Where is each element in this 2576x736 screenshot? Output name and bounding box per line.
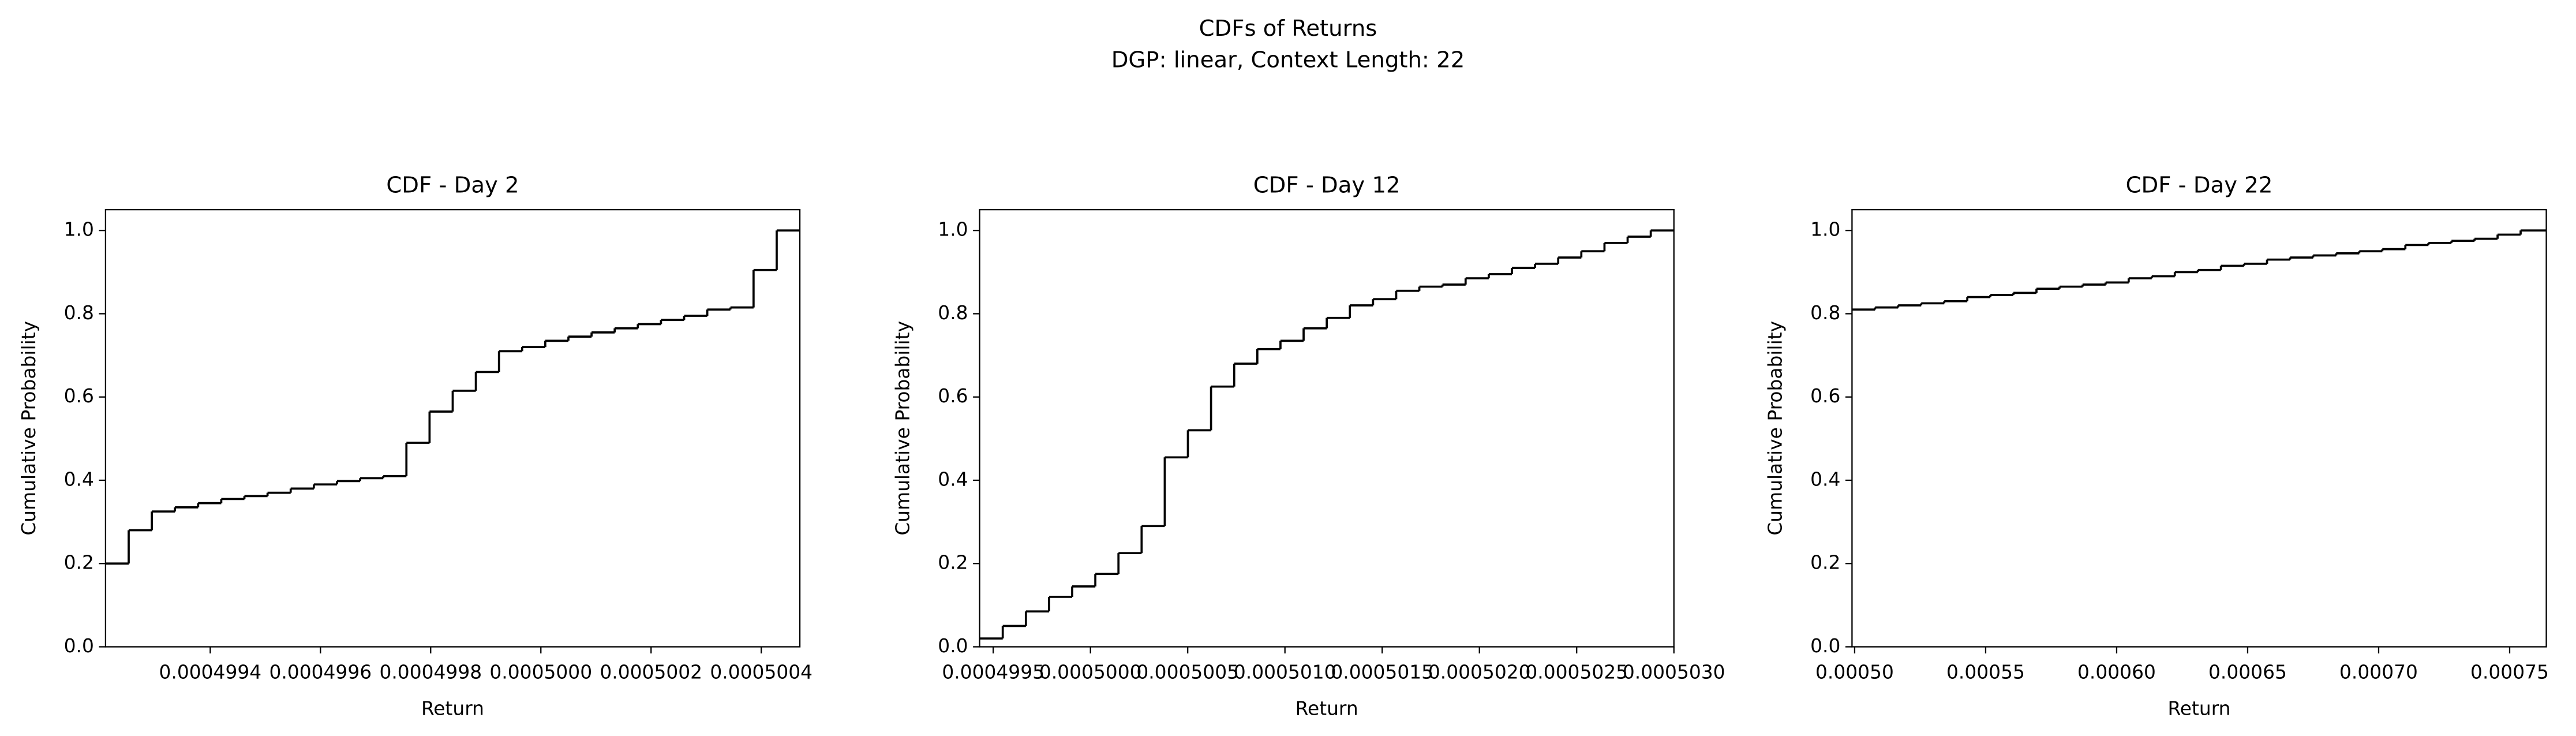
x-axis-label: Return (421, 697, 484, 720)
x-tick-label: 0.0005030 (1623, 661, 1725, 683)
y-tick-label: 0.8 (938, 301, 968, 324)
y-axis-label: Cumulative Probability (1763, 321, 1786, 536)
x-tick-label: 0.00060 (2077, 661, 2156, 683)
x-tick-label: 0.00075 (2470, 661, 2549, 683)
x-tick-label: 0.00070 (2339, 661, 2418, 683)
x-tick-label: 0.0005005 (1136, 661, 1239, 683)
y-tick-label: 0.0 (64, 634, 94, 657)
y-tick-label: 1.0 (1810, 218, 1840, 241)
y-tick-label: 0.6 (64, 384, 94, 407)
y-tick-label: 0.4 (64, 468, 94, 490)
y-tick-label: 0.2 (64, 551, 94, 574)
y-tick-label: 0.8 (64, 301, 94, 324)
x-tick-label: 0.0005002 (600, 661, 702, 683)
y-axis-label: Cumulative Probability (892, 321, 914, 536)
y-tick-label: 0.4 (938, 468, 968, 490)
y-tick-label: 0.0 (938, 634, 968, 657)
x-tick-label: 0.0005000 (489, 661, 592, 683)
y-tick-label: 0.6 (938, 384, 968, 407)
x-tick-label: 0.0005025 (1525, 661, 1628, 683)
x-tick-label: 0.00055 (1946, 661, 2025, 683)
y-tick-label: 0.6 (1810, 384, 1840, 407)
x-axis-label: Return (1296, 697, 1358, 720)
axes-title: CDF - Day 2 (386, 173, 519, 199)
axes-frame (1851, 209, 2547, 648)
y-tick-label: 1.0 (64, 218, 94, 241)
x-tick-label: 0.0004995 (942, 661, 1044, 683)
y-tick-label: 0.2 (938, 551, 968, 574)
y-tick-label: 0.4 (1810, 468, 1840, 490)
x-tick-label: 0.00065 (2208, 661, 2287, 683)
x-tick-label: 0.0005000 (1039, 661, 1142, 683)
axes-frame (104, 209, 801, 648)
figure-subtitle: DGP: linear, Context Length: 22 (1111, 47, 1465, 73)
y-tick-label: 1.0 (938, 218, 968, 241)
y-tick-label: 0.0 (1810, 634, 1840, 657)
x-tick-label: 0.0004998 (379, 661, 482, 683)
y-axis-label: Cumulative Probability (17, 321, 40, 536)
x-tick-label: 0.0004996 (269, 661, 372, 683)
axes-frame (979, 209, 1675, 648)
x-tick-label: 0.0004994 (159, 661, 261, 683)
axes-title: CDF - Day 22 (2126, 173, 2273, 199)
x-tick-label: 0.0005004 (710, 661, 813, 683)
x-tick-label: 0.0005020 (1428, 661, 1531, 683)
x-tick-label: 0.00050 (1815, 661, 1894, 683)
axes-title: CDF - Day 12 (1253, 173, 1401, 199)
x-axis-label: Return (2167, 697, 2230, 720)
y-tick-label: 0.8 (1810, 301, 1840, 324)
x-tick-label: 0.0005010 (1234, 661, 1336, 683)
x-tick-label: 0.0005015 (1331, 661, 1433, 683)
figure-title: CDFs of Returns (1199, 16, 1377, 42)
y-tick-label: 0.2 (1810, 551, 1840, 574)
